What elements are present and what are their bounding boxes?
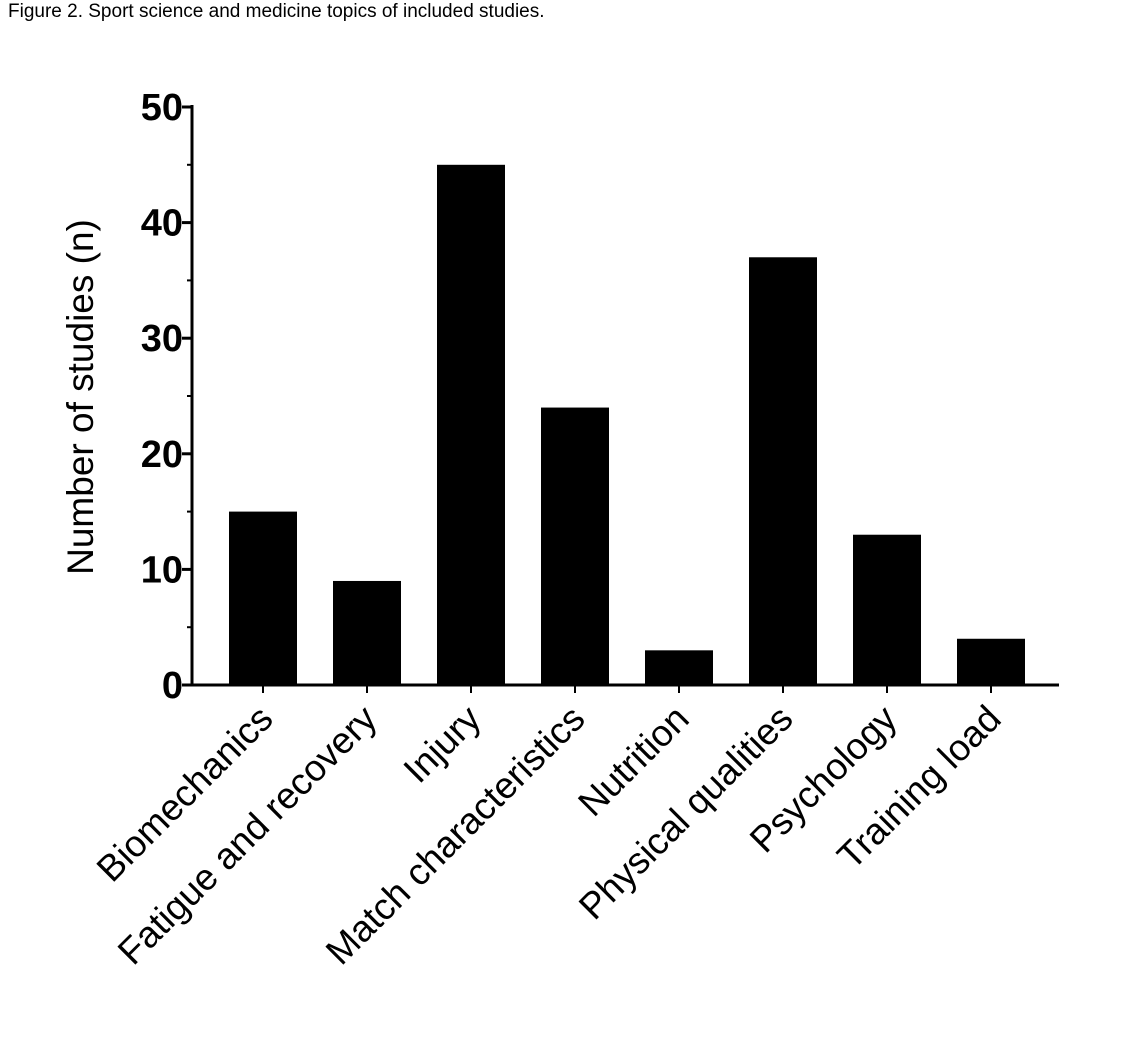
bar-training-load <box>957 638 1025 685</box>
bar-nutrition <box>645 650 713 685</box>
bars-group <box>229 164 1025 686</box>
y-tick-label: 40 <box>141 203 183 245</box>
y-tick-label: 20 <box>141 434 183 476</box>
y-tick-label: 0 <box>162 665 183 707</box>
bar-fatigue-and-recovery <box>333 580 401 685</box>
y-axis-title: Number of studies (n) <box>60 219 101 575</box>
bar-injury <box>437 164 505 686</box>
x-tick-label: Biomechanics <box>89 698 281 890</box>
y-tick-label: 30 <box>141 318 183 360</box>
bar-psychology <box>853 534 921 685</box>
y-tick-label: 10 <box>141 549 183 591</box>
bar-physical-qualities <box>749 257 817 685</box>
figure-caption: Figure 2. Sport science and medicine top… <box>8 1 545 22</box>
y-tick-label: 50 <box>141 87 183 129</box>
axes-group <box>190 105 1059 687</box>
x-tick-label: Injury <box>396 697 489 790</box>
y-ticks-group: 0 10 20 30 40 50 <box>141 87 192 707</box>
bar-biomechanics <box>229 511 297 685</box>
bar-match-characteristics <box>541 407 609 685</box>
